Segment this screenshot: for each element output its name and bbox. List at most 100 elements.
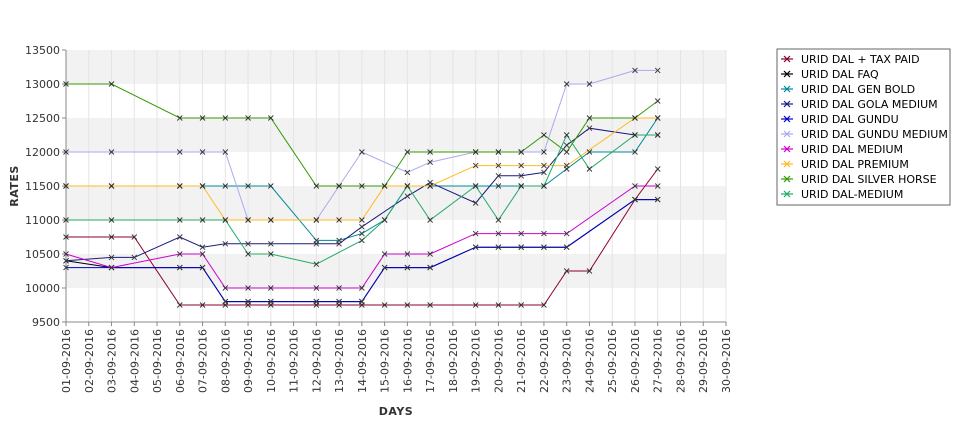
point-mark (268, 115, 274, 121)
point-mark (176, 234, 183, 240)
x-tick-label: 18-09-2016 (447, 329, 460, 393)
point-mark (563, 268, 570, 274)
point-mark (586, 166, 593, 172)
point-mark (427, 149, 433, 155)
plot-area (62, 50, 726, 326)
point-mark (108, 234, 115, 240)
data-point (563, 132, 570, 138)
data-point (632, 196, 638, 203)
point-mark (541, 149, 547, 155)
point-mark (563, 149, 570, 155)
data-point (245, 183, 251, 189)
data-point (63, 149, 69, 155)
data-point (268, 298, 274, 305)
data-point (222, 149, 229, 155)
point-mark (381, 302, 388, 308)
point-mark (63, 183, 69, 189)
point-mark (336, 298, 342, 305)
point-mark (427, 217, 433, 223)
point-mark (268, 240, 274, 247)
point-mark (108, 81, 115, 87)
x-tick-label: 04-09-2016 (128, 329, 141, 393)
legend-box (776, 48, 951, 206)
point-mark (222, 183, 229, 189)
data-point (541, 244, 547, 251)
point-mark (63, 217, 69, 223)
point-mark (108, 217, 115, 223)
point-mark (472, 302, 479, 308)
data-point (336, 183, 342, 189)
data-point (586, 149, 593, 155)
data-point (359, 223, 365, 230)
point-mark (495, 244, 502, 251)
data-point (472, 302, 479, 308)
data-point (199, 302, 206, 308)
point-mark (359, 217, 365, 223)
data-point (313, 240, 320, 247)
point-mark (654, 67, 661, 74)
x-tick-label: 05-09-2016 (151, 329, 164, 393)
data-point (381, 264, 388, 271)
legend: URID DAL + TAX PAID URID DAL FAQ URID DAL … (776, 48, 951, 206)
data-point (427, 149, 433, 155)
data-point (541, 132, 547, 138)
grid-band (66, 118, 726, 152)
legend-item: URID DAL SILVER HORSE (781, 173, 937, 186)
legend-label: URID DAL + TAX PAID (801, 53, 920, 66)
x-tick-label: 30-09-2016 (720, 329, 733, 393)
point-mark (313, 217, 320, 223)
point-mark (495, 162, 502, 169)
point-mark (63, 81, 69, 87)
data-point (472, 200, 479, 206)
x-axis-label: DAYS (379, 405, 413, 418)
point-mark (131, 254, 138, 261)
legend-item: URID DAL GUNDU (781, 113, 899, 126)
legend-marker (783, 175, 791, 183)
legend-item: URID DAL-MEDIUM (781, 188, 903, 201)
point-mark (495, 183, 502, 189)
series-line (65, 185, 658, 289)
point-mark (495, 149, 502, 155)
data-point (222, 217, 229, 223)
x-tick-label: 20-09-2016 (492, 329, 505, 393)
point-mark (586, 81, 593, 87)
data-point (313, 217, 320, 223)
x-tick-label: 21-09-2016 (515, 329, 528, 393)
legend-label: URID DAL GUNDU MEDIUM (801, 128, 948, 141)
data-point (495, 183, 502, 189)
point-mark (495, 172, 502, 179)
point-mark (472, 200, 479, 206)
point-mark (336, 217, 342, 223)
data-point (108, 254, 115, 261)
series-line (66, 117, 658, 221)
point-mark (518, 183, 524, 189)
point-mark (176, 251, 183, 257)
point-mark (518, 172, 524, 179)
point-mark (199, 302, 206, 308)
point-mark (176, 149, 183, 155)
data-point (541, 230, 547, 237)
data-point (563, 81, 570, 87)
grid-band (66, 254, 726, 288)
data-point (381, 302, 388, 308)
point-mark (268, 183, 274, 189)
point-mark (63, 251, 69, 257)
y-axis-label: RATES (8, 165, 21, 207)
point-mark (404, 264, 411, 271)
point-mark (541, 162, 547, 169)
data-point (472, 149, 479, 155)
point-mark (518, 149, 524, 155)
data-point (63, 183, 69, 189)
x-tick-label: 16-09-2016 (401, 329, 414, 393)
point-mark (108, 254, 115, 261)
series-lines (65, 69, 659, 306)
point-mark (381, 183, 388, 189)
point-mark (563, 81, 570, 87)
data-point (654, 183, 661, 189)
data-point (268, 115, 274, 121)
point-mark (222, 217, 229, 223)
series-line (66, 168, 659, 306)
data-point (541, 149, 547, 155)
data-point (654, 132, 661, 138)
